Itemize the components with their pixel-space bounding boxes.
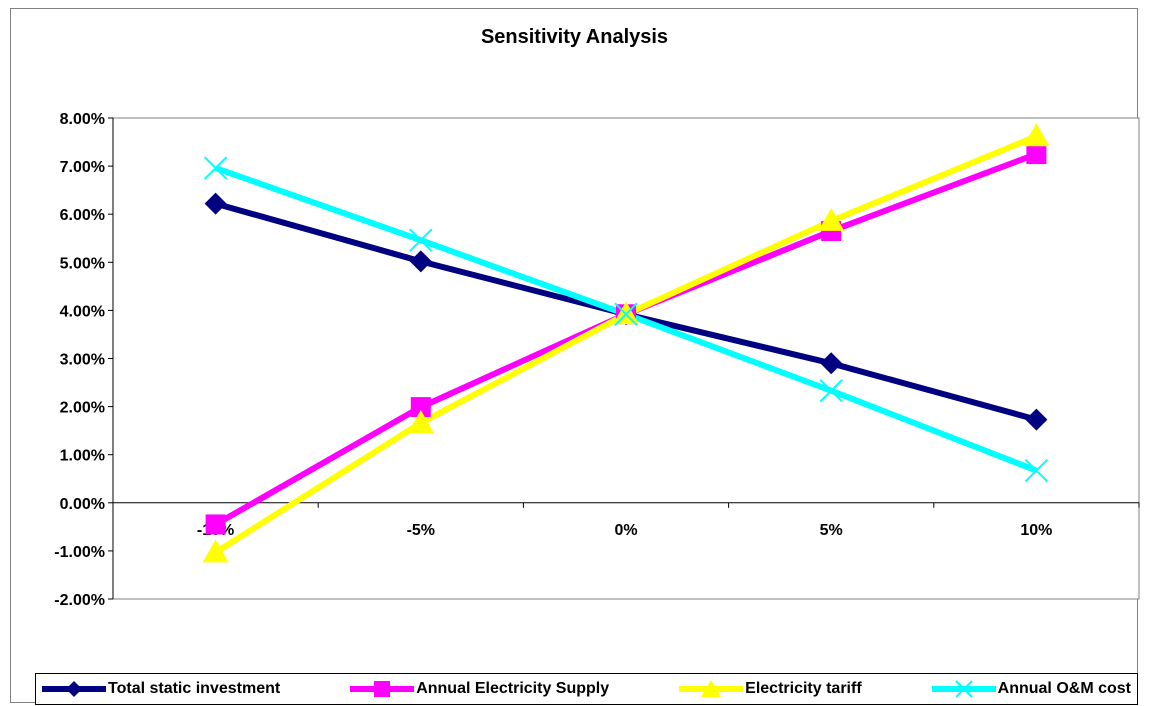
plot-area	[112, 117, 1140, 600]
data-point	[407, 409, 434, 433]
legend-swatch	[42, 681, 106, 697]
legend-entry-3: Annual O&M cost	[931, 679, 1131, 699]
legend-label: Annual Electricity Supply	[416, 680, 610, 697]
data-point	[410, 397, 431, 418]
y-tick-label: 3.00%	[60, 352, 105, 369]
data-point	[409, 228, 433, 252]
legend-swatch	[350, 681, 415, 697]
y-tick-label: 5.00%	[60, 255, 105, 272]
data-point	[613, 301, 639, 325]
data-point	[819, 379, 843, 403]
legend-entry-0: Total static investment	[42, 679, 280, 699]
data-point	[614, 302, 638, 326]
chart-title: Sensitivity Analysis	[480, 26, 669, 48]
series-markers-3	[203, 156, 1049, 483]
data-point	[818, 207, 845, 231]
series-markers-2	[202, 123, 1050, 563]
y-tick-label: 0.00%	[60, 496, 105, 513]
legend: Total static investment Annual Electricit…	[35, 673, 1138, 705]
axes: 8.00% 7.00% 6.00% 5.00% 4.00% 3.00% 2.00% 1.00%…	[54, 111, 1140, 609]
y-tick-label: -1.00%	[54, 544, 105, 561]
data-point	[1026, 144, 1047, 165]
legend-swatch	[679, 680, 744, 697]
data-point	[820, 352, 843, 375]
data-point	[1025, 408, 1048, 431]
y-tick-label: -2.00%	[54, 592, 105, 609]
legend-entry-2: Electricity tariff	[679, 679, 862, 699]
y-tick-label: 7.00%	[60, 159, 105, 176]
series-layer	[202, 123, 1050, 563]
x-tick-label: 10%	[1020, 522, 1052, 539]
data-point	[203, 156, 228, 180]
legend-swatch	[931, 680, 996, 698]
y-tick-label: 1.00%	[60, 448, 105, 465]
legend-label: Electricity tariff	[745, 680, 862, 697]
data-point	[205, 514, 226, 535]
data-point	[204, 192, 227, 215]
y-tick-label: 6.00%	[60, 207, 105, 224]
x-tick-label: 0%	[614, 522, 637, 539]
data-point	[202, 539, 229, 563]
data-point	[1023, 123, 1050, 147]
data-point	[409, 250, 432, 273]
legend-label: Annual O&M cost	[997, 680, 1131, 697]
y-tick-label: 2.00%	[60, 400, 105, 417]
legend-entry-1: Annual Electricity Supply	[350, 679, 609, 699]
y-tick-label: 8.00%	[60, 111, 105, 128]
x-tick-label: -5%	[407, 522, 435, 539]
data-point	[1024, 458, 1049, 483]
y-tick-label: 4.00%	[60, 303, 105, 320]
x-tick-label: 5%	[820, 522, 843, 539]
legend-label: Total static investment	[108, 680, 281, 697]
